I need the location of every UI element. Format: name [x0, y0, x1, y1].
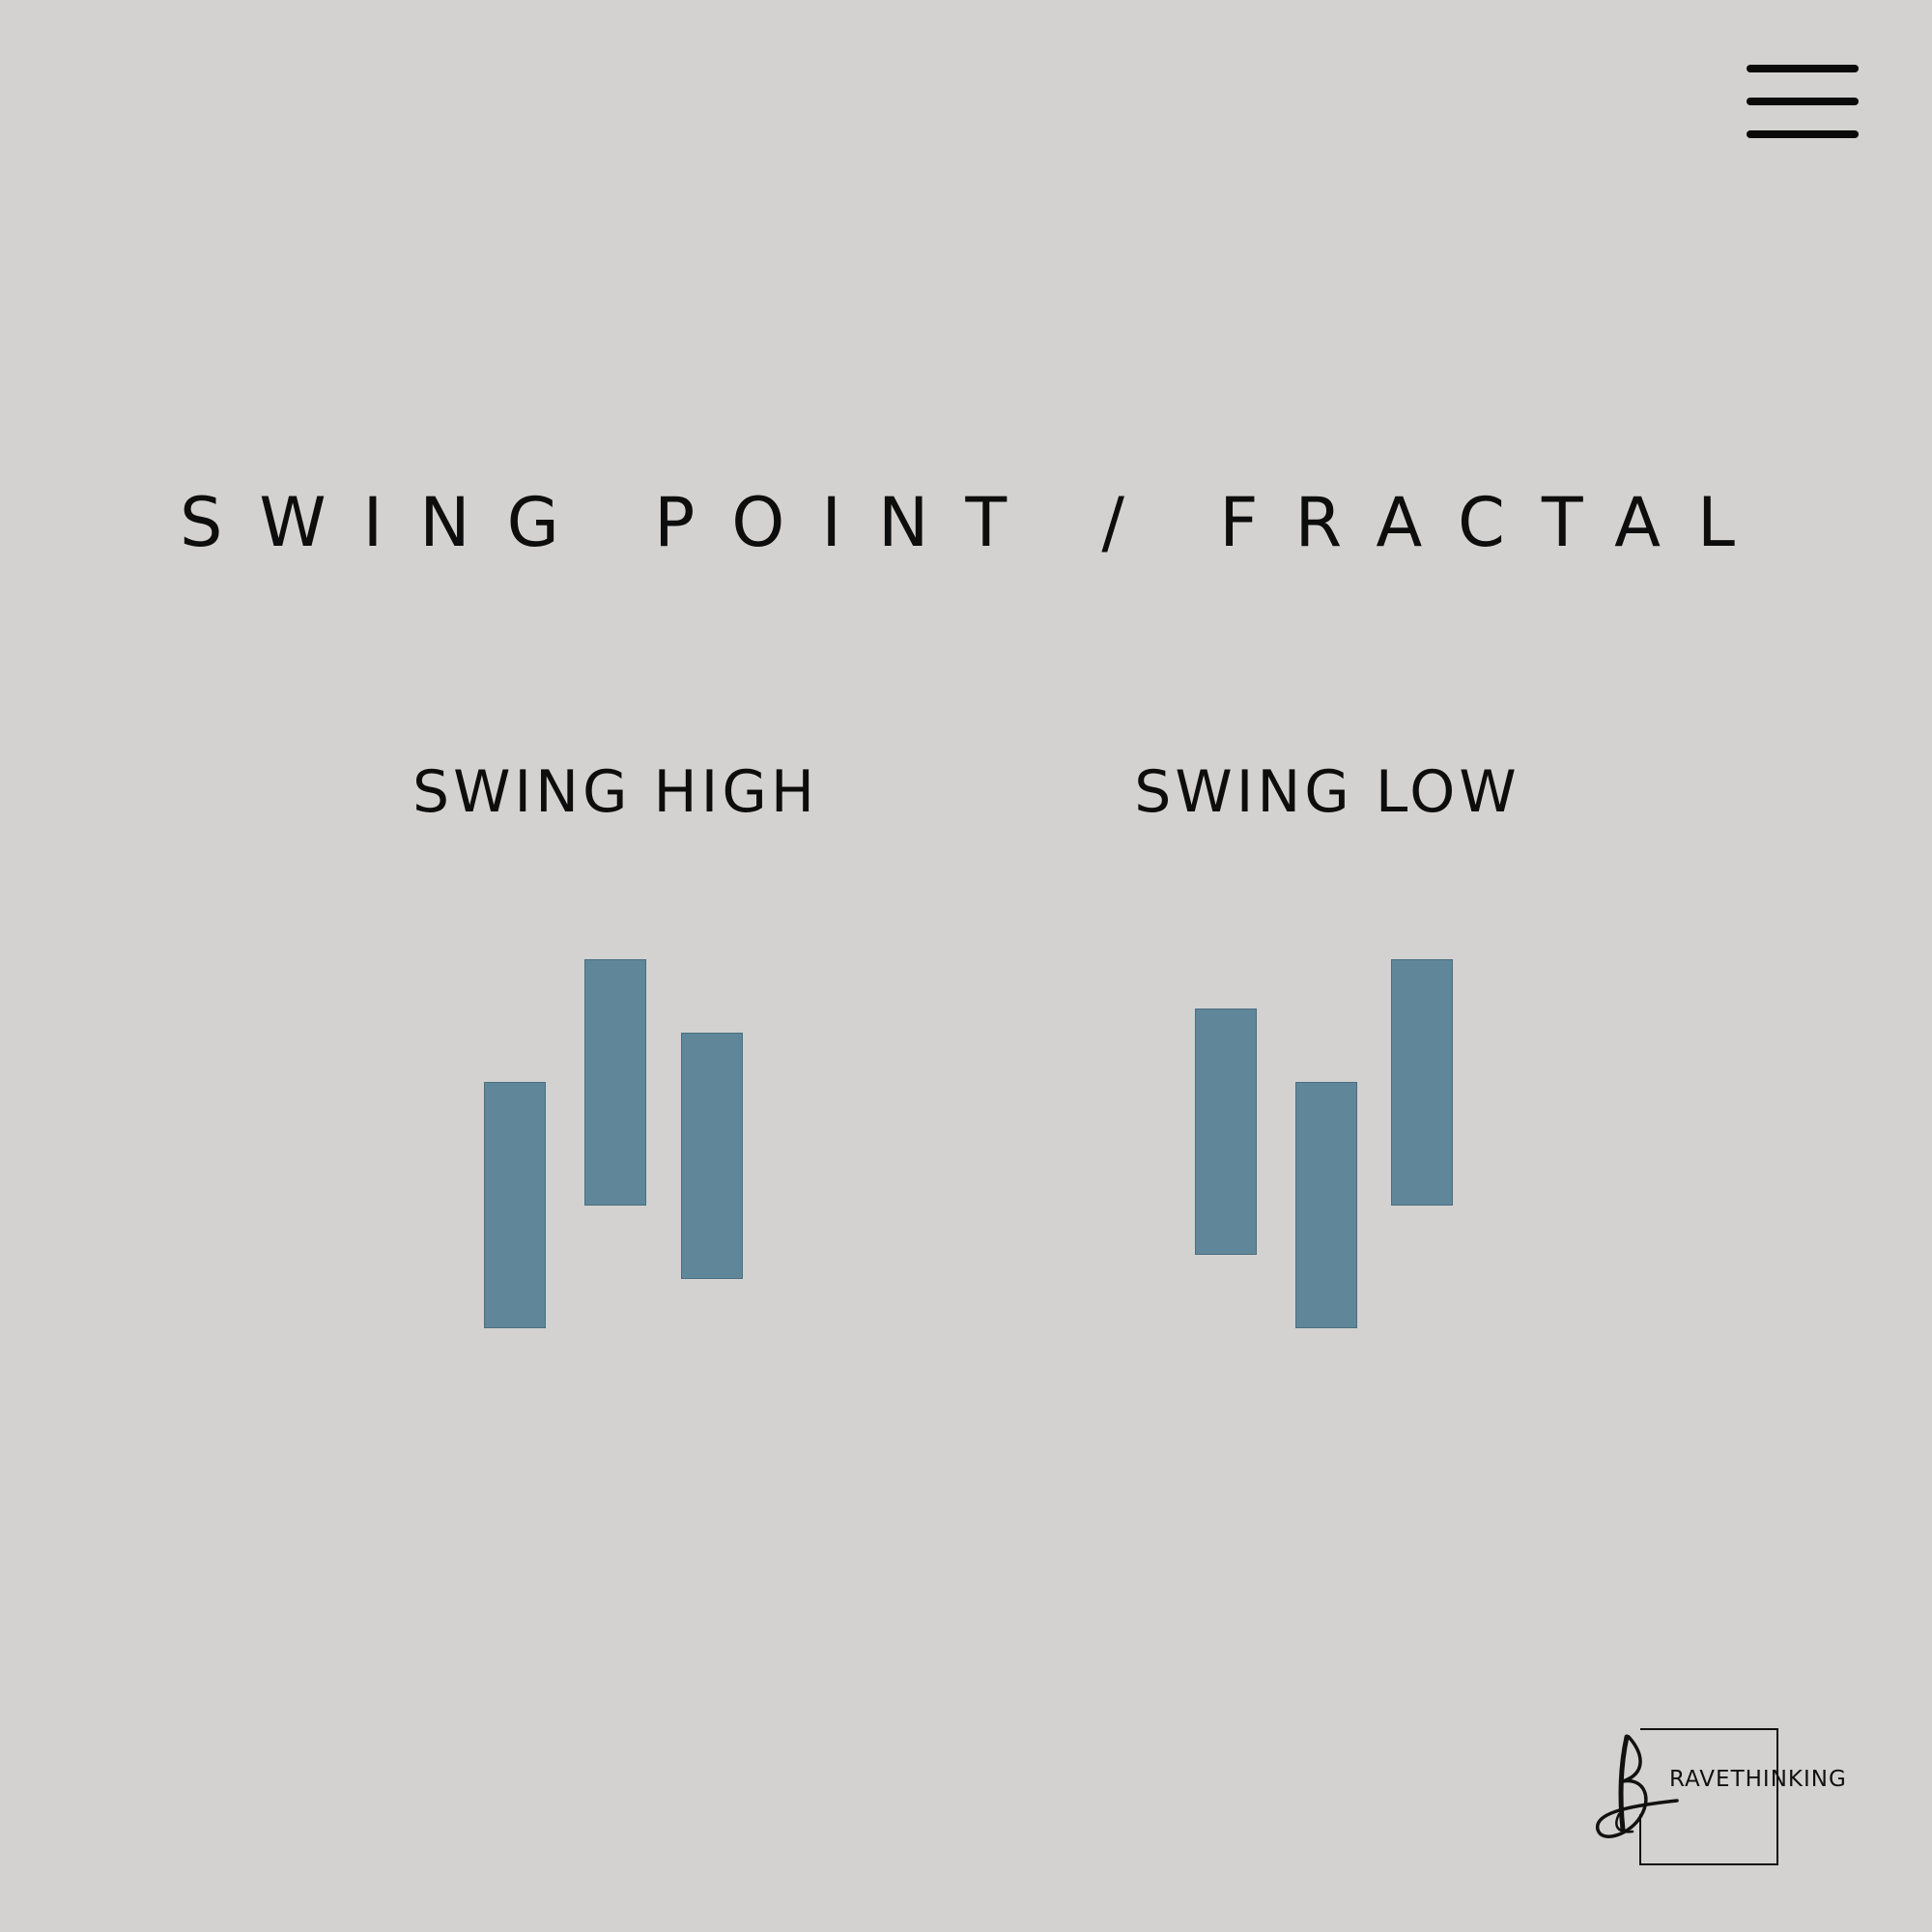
swing-high-label: SWING HIGH	[412, 758, 818, 826]
hamburger-menu-icon[interactable]	[1743, 61, 1862, 144]
swing-high-candle-3	[681, 1033, 743, 1279]
swing-high-candle-1	[484, 1082, 546, 1328]
brand-logo-text: RAVETHINKING	[1669, 1767, 1847, 1792]
swing-low-candle-2	[1295, 1082, 1357, 1328]
swing-low-candle-1	[1195, 1008, 1257, 1255]
swing-low-candle-3	[1391, 958, 1453, 1206]
menu-bar-top	[1747, 65, 1859, 72]
page-title: SWING POINT / FRACTAL	[179, 483, 1773, 562]
brand-logo-mark	[1595, 1728, 1778, 1865]
menu-bar-bottom	[1747, 130, 1859, 138]
menu-bar-middle	[1747, 98, 1859, 105]
brand-logo: RAVETHINKING	[1594, 1725, 1874, 1866]
swing-high-candle-2	[584, 958, 646, 1206]
swing-low-label: SWING LOW	[1134, 758, 1520, 826]
